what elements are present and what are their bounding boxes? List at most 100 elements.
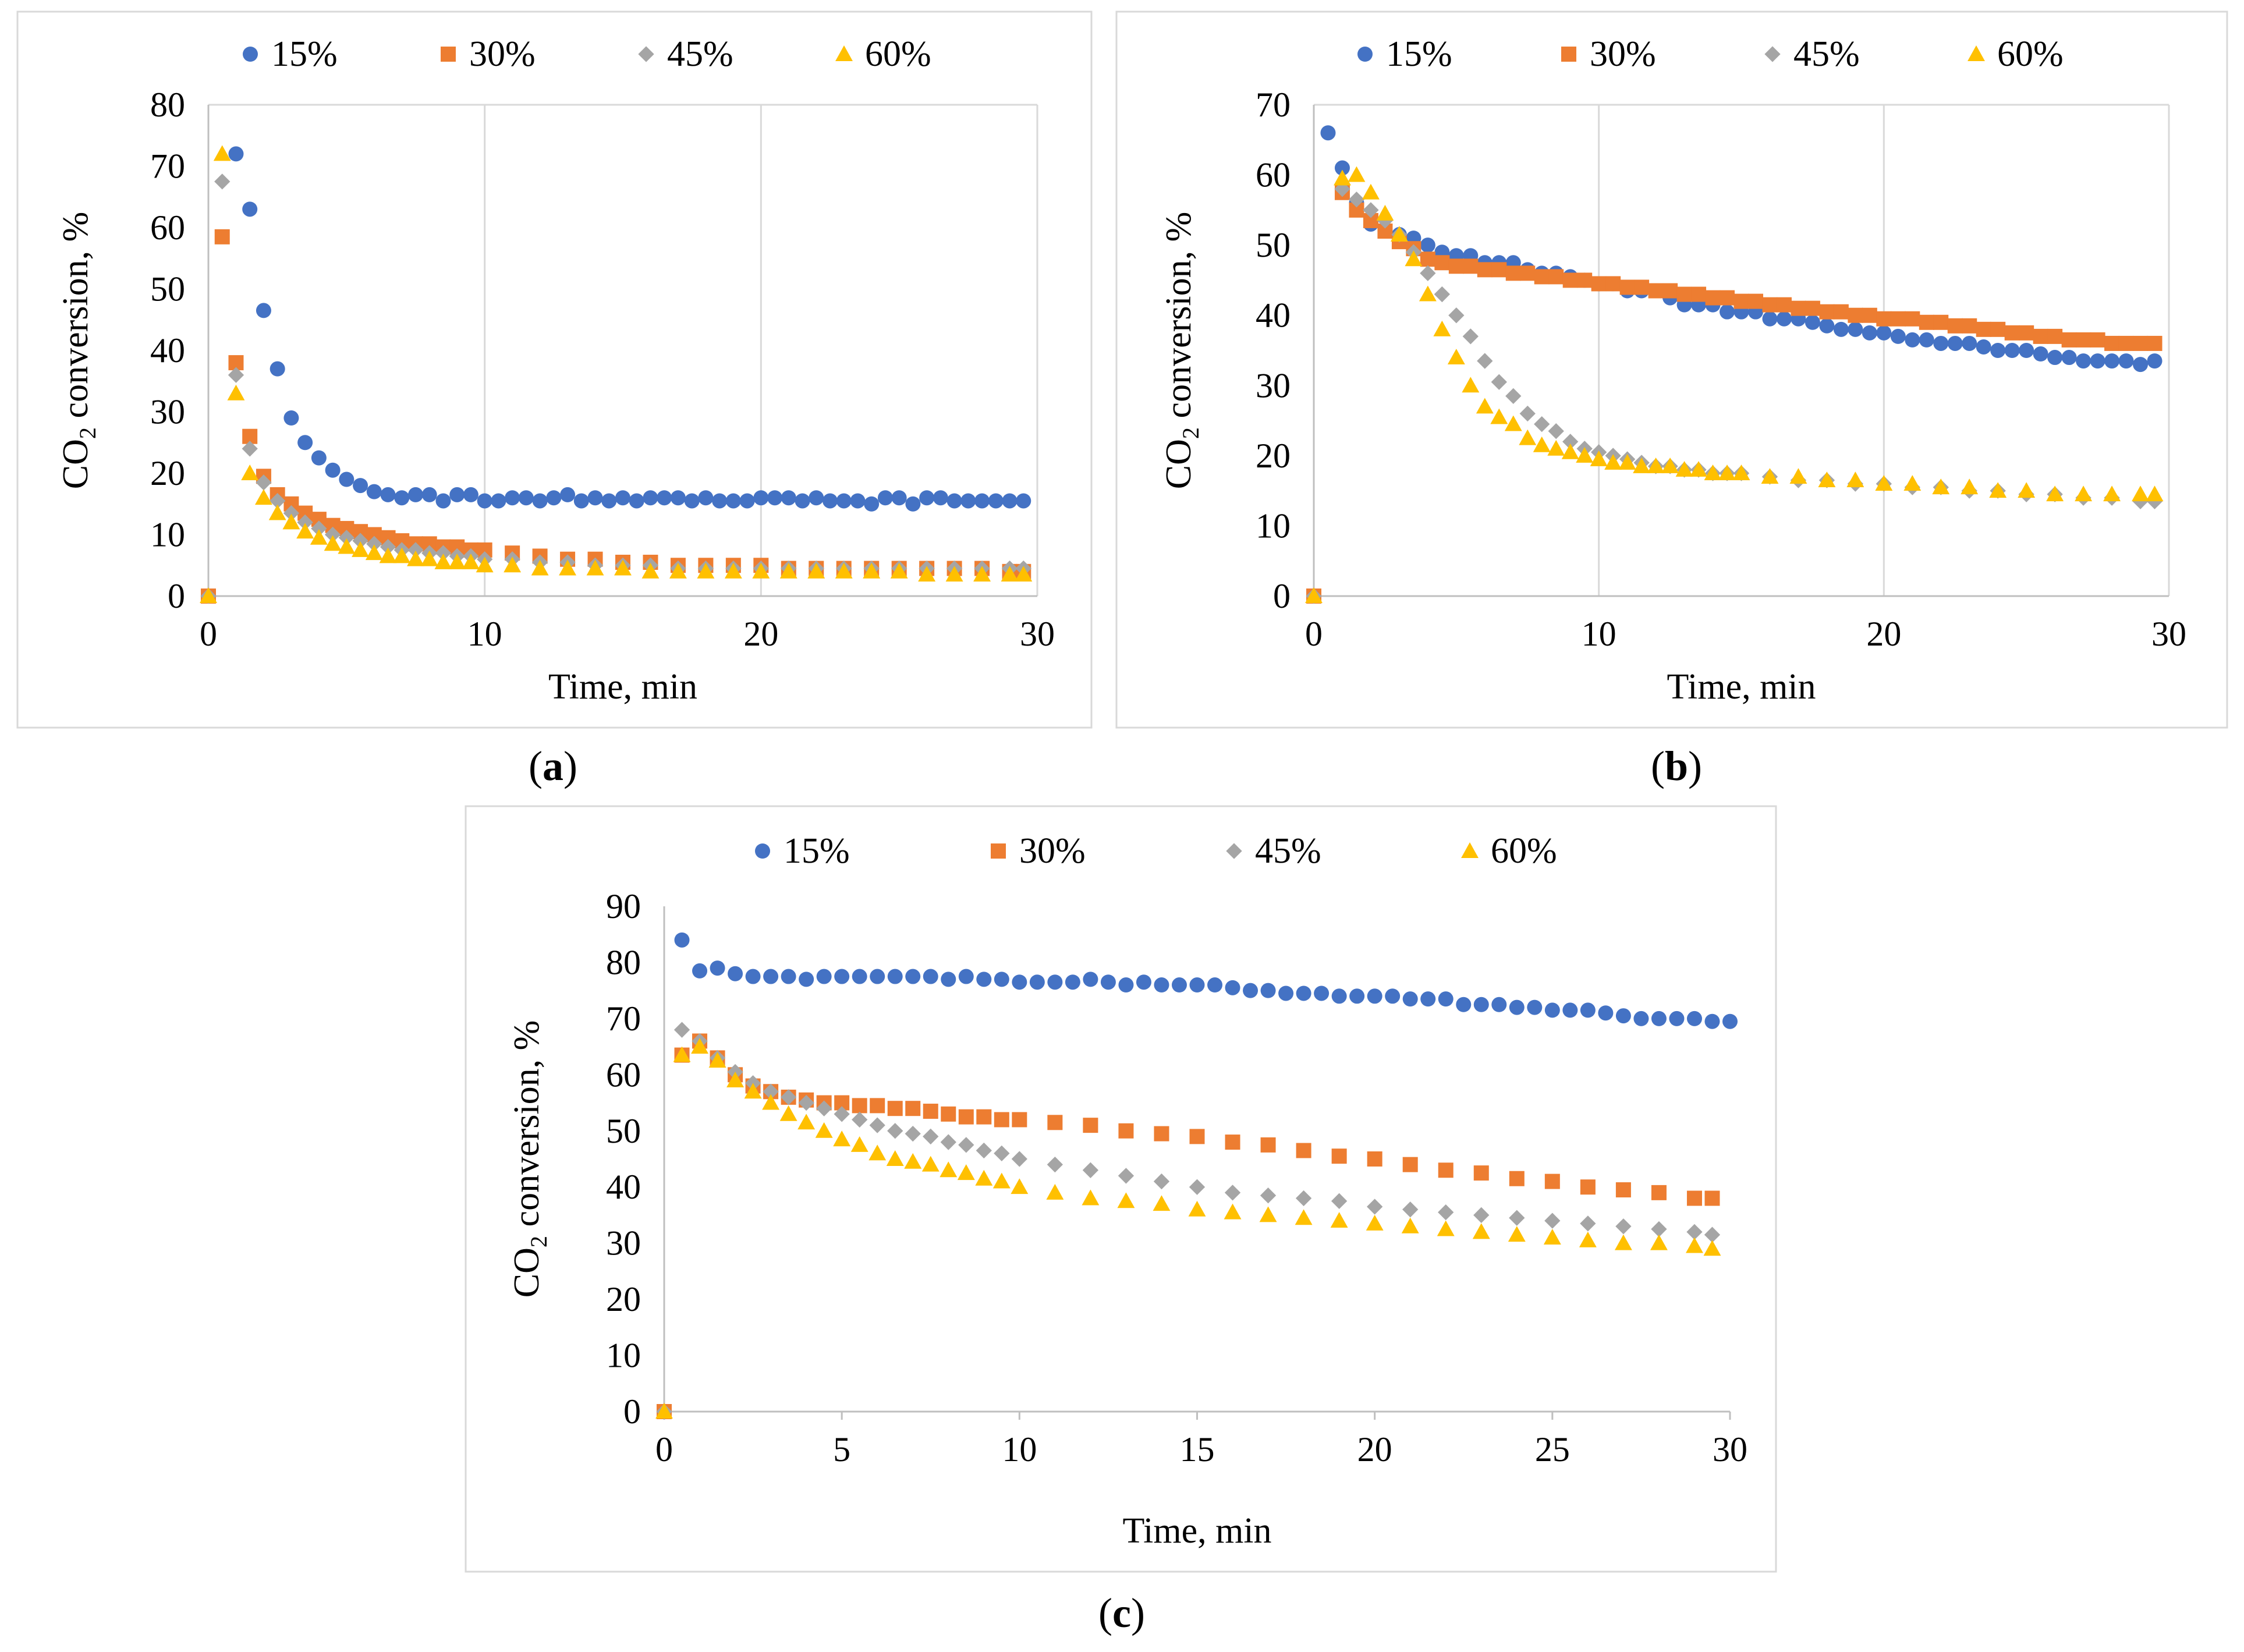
data-point	[1650, 1234, 1668, 1250]
data-point	[1296, 985, 1311, 1001]
data-point	[1349, 988, 1365, 1004]
data-point	[780, 1089, 797, 1105]
data-point	[669, 562, 687, 579]
data-point	[380, 487, 396, 502]
y-tick-label: 20	[150, 454, 185, 492]
data-point	[1818, 472, 1836, 488]
data-point	[1225, 1135, 1240, 1150]
data-point	[283, 410, 299, 426]
data-point	[976, 1142, 992, 1159]
data-point	[643, 490, 658, 506]
data-point	[762, 1094, 780, 1110]
series-60pct	[200, 145, 1033, 603]
data-point	[933, 490, 948, 506]
data-point	[518, 490, 534, 506]
data-point	[836, 493, 852, 509]
data-point	[228, 146, 244, 162]
data-point	[1420, 237, 1435, 253]
data-point	[1651, 1221, 1667, 1238]
y-axis-title: CO2 conversion, %	[507, 1020, 552, 1298]
data-point	[1718, 465, 1736, 480]
data-point	[1614, 1234, 1632, 1250]
data-point	[1961, 478, 1979, 495]
x-tick-label: 30	[1020, 615, 1055, 653]
data-point	[1330, 1212, 1348, 1228]
data-point	[1334, 169, 1351, 186]
data-point	[923, 1128, 939, 1145]
y-tick-label: 50	[150, 270, 185, 309]
data-point	[744, 1083, 762, 1099]
data-point	[1331, 1193, 1348, 1209]
x-tick-label: 10	[1002, 1430, 1037, 1469]
data-point	[1477, 262, 1493, 278]
data-point	[763, 969, 779, 984]
data-point	[923, 1104, 938, 1119]
data-point	[1675, 461, 1693, 477]
data-point	[1224, 1203, 1242, 1219]
data-point	[1401, 1217, 1419, 1233]
data-point	[1720, 304, 1735, 320]
data-point	[2133, 335, 2149, 351]
data-point	[338, 538, 356, 554]
data-point	[725, 493, 741, 509]
data-point	[1011, 1178, 1029, 1194]
data-point	[1848, 307, 1863, 323]
data-point	[1776, 297, 1792, 313]
data-point	[816, 1100, 832, 1116]
data-point	[1505, 388, 1522, 405]
y-tick-label: 70	[606, 999, 641, 1038]
data-point	[448, 554, 466, 569]
data-point	[256, 303, 271, 318]
data-point	[1651, 1185, 1667, 1200]
data-point	[1690, 461, 1707, 477]
data-point	[214, 229, 230, 244]
data-point	[753, 490, 769, 506]
y-tick-label: 30	[606, 1224, 641, 1263]
data-point	[214, 173, 231, 190]
data-point	[586, 559, 604, 576]
data-point	[379, 547, 397, 563]
data-point	[1189, 977, 1205, 993]
legend-label: 60%	[1491, 831, 1557, 871]
x-tick-label: 0	[1305, 615, 1323, 653]
legend-marker-circle	[1357, 47, 1373, 62]
data-point	[781, 490, 796, 506]
data-point	[1509, 1210, 1525, 1226]
data-point	[1448, 258, 1464, 274]
y-tick-label: 40	[606, 1168, 641, 1206]
data-point	[887, 1123, 903, 1139]
data-point	[1819, 304, 1835, 320]
data-point	[850, 493, 866, 509]
data-point	[1976, 321, 1991, 337]
data-point	[1334, 160, 1350, 176]
data-point	[1433, 320, 1451, 336]
data-point	[1188, 1200, 1206, 1217]
y-tick-label: 0	[623, 1392, 641, 1431]
legend-label: 30%	[1590, 34, 1656, 74]
data-point	[2090, 332, 2105, 348]
data-point	[1314, 985, 1330, 1001]
data-point	[1320, 125, 1336, 141]
data-point	[726, 1072, 745, 1087]
data-point	[1686, 1011, 1702, 1026]
data-point	[795, 493, 810, 509]
legend-label: 45%	[667, 34, 733, 74]
chart-panel-c: 0 10 20 30 40 50 60 70 80 90 0 5 10 15 20 25 30 Time, min…	[465, 805, 1777, 1573]
data-point	[1933, 314, 1949, 330]
series-45pct	[656, 1022, 1721, 1420]
data-point	[960, 493, 976, 509]
data-point	[1876, 325, 1892, 341]
data-point	[1661, 457, 1679, 473]
data-point	[1419, 285, 1437, 302]
data-point	[504, 556, 522, 573]
panel-label-b: (b)	[1651, 743, 1702, 789]
data-point	[1846, 472, 1864, 488]
y-tick-label: 10	[150, 516, 185, 554]
data-point	[1875, 475, 1893, 491]
data-point	[779, 1105, 797, 1121]
data-point	[1463, 258, 1479, 274]
data-point	[2133, 357, 2149, 373]
data-point	[228, 367, 244, 383]
chart-panel-b: 0 10 20 30 40 50 60 70 0 10 20 30 Time, min CO2 conve…	[1115, 10, 2228, 729]
data-point	[1762, 297, 1778, 313]
